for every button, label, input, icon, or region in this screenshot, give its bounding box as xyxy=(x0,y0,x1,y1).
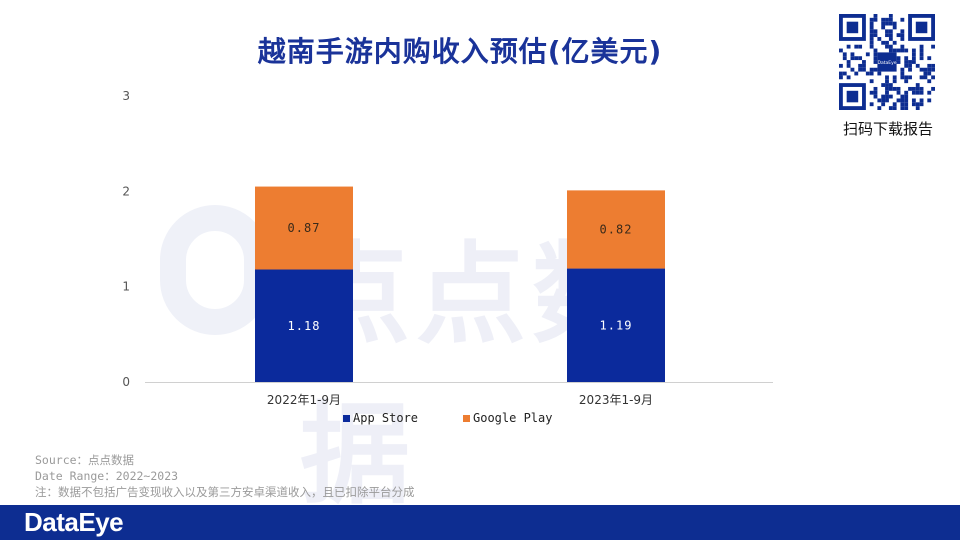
x-tick-label: 2022年1-9月 xyxy=(267,393,341,407)
x-tick-label: 2023年1-9月 xyxy=(579,393,653,407)
legend-item-app-store: App Store xyxy=(343,411,418,425)
chart-title: 越南手游内购收入预估(亿美元) xyxy=(257,35,663,68)
qr-code-icon: DataEye xyxy=(838,14,936,110)
bar-google-play xyxy=(255,186,353,270)
qr-caption: 扫码下载报告 xyxy=(842,120,933,138)
footer-logo: DataEye xyxy=(24,507,124,537)
source-notes: Source：点点数据 Date Range：2022~2023 注：数据不包括… xyxy=(35,452,415,500)
date-range-text: Date Range：2022~2023 xyxy=(35,469,179,483)
qr-code: DataEye xyxy=(838,14,936,110)
chart-legend: App Store Google Play xyxy=(0,411,960,429)
qr-logo-text: DataEye xyxy=(877,60,896,66)
bar-chart: 0 1 2 3 1.18 0.87 2022年1-9月 1.19 0.82 2023年1-9月 xyxy=(122,89,773,407)
y-tick-label: 1 xyxy=(122,280,130,294)
source-text: Source：点点数据 xyxy=(35,453,135,467)
footer-bar: DataEye xyxy=(0,505,960,540)
data-label: 0.82 xyxy=(600,222,633,236)
bar-app-store xyxy=(255,269,353,382)
note-text: 注：数据不包括广告变现收入以及第三方安卓渠道收入，且已扣除平台分成 xyxy=(35,485,415,499)
y-tick-label: 3 xyxy=(122,89,130,103)
data-label: 0.87 xyxy=(288,221,321,235)
legend-label-google-play: Google Play xyxy=(473,411,553,425)
legend-swatch-app-store xyxy=(343,414,350,422)
y-tick-label: 0 xyxy=(122,375,130,389)
legend-item-google-play: Google Play xyxy=(463,411,552,425)
data-label: 1.18 xyxy=(288,319,321,333)
y-tick-label: 2 xyxy=(122,184,130,198)
legend-swatch-google-play xyxy=(463,414,470,422)
bar-app-store xyxy=(567,268,665,382)
bar-google-play xyxy=(567,190,665,269)
data-label: 1.19 xyxy=(600,318,633,332)
legend-label-app-store: App Store xyxy=(353,411,419,425)
